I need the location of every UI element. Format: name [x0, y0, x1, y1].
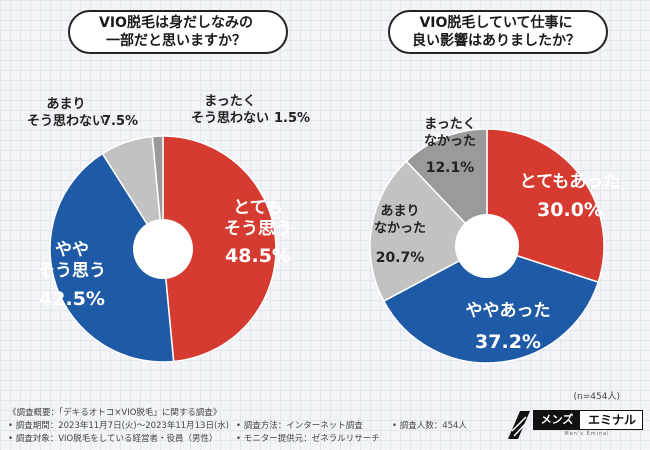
- pie-slice-2-4: [405, 128, 488, 248]
- slice-value-2-2: 37.2%: [475, 331, 541, 353]
- survey-footer: 《調査概要：「デキるオトコ×VIO脱毛」に関する調査》 • 調査期間：2023年…: [0, 404, 650, 450]
- sample-size-note: (n=454人): [573, 392, 620, 402]
- slice-value-2-1: 30.0%: [537, 199, 603, 221]
- slice-label-text: とてもあった: [520, 172, 621, 192]
- pie-slice-2-2: [382, 245, 600, 364]
- question-line: 一部だと思いますか？: [106, 32, 246, 49]
- slice-label-text: あまり: [380, 204, 419, 219]
- pie-slice-2-3: [369, 160, 489, 303]
- survey-period: • 調査期間：2023年11月7日(火)〜2023年11月13日(水): [8, 421, 230, 431]
- slice-value-2-3: 20.7%: [376, 250, 425, 266]
- survey-target: • 調査対象：VIO脱毛をしている経営者・役員（男性）: [8, 434, 218, 444]
- survey-method: • 調査方法：インターネット調査: [236, 421, 363, 431]
- brand-logo: メンズ エミナル Men's Eminal: [506, 406, 644, 444]
- pie-chart-1: とてもそう思う48.5%ややそう思う42.5%あまりそう思わない7.5%まったく…: [27, 94, 310, 363]
- survey-overview: 《調査概要：「デキるオトコ×VIO脱毛」に関する調査》: [8, 408, 222, 418]
- slice-value-2-4: 12.1%: [426, 160, 475, 176]
- slice-label-text: そう思わない: [27, 114, 105, 129]
- slice-label-text: まったく: [204, 94, 255, 109]
- slice-value-1-1: 48.5%: [225, 245, 291, 267]
- pie-chart-2: とてもあった30.0%ややあった37.2%あまりなかった20.7%まったくなかっ…: [369, 117, 621, 364]
- slice-label-text: まったく: [424, 117, 475, 132]
- logo-mark-icon: [508, 411, 530, 439]
- question-line: 良い影響はありましたか？: [412, 32, 580, 49]
- survey-count: • 調査人数：454人: [392, 421, 467, 431]
- logo-text-light: エミナル: [587, 413, 636, 427]
- donut-hole-2: [455, 214, 519, 278]
- slice-label-text: なかった: [374, 221, 426, 236]
- question-line: VIO脱毛していて仕事に: [419, 14, 572, 31]
- slice-label-2-2: ややあった 37.2%: [466, 301, 551, 353]
- slice-label-text: やや: [55, 240, 89, 260]
- slice-label-2-1: とてもあった 30.0%: [520, 172, 621, 221]
- slice-label-text: なかった: [424, 134, 476, 149]
- donut-hole-1: [133, 219, 193, 279]
- survey-provider: • モニター提供元：ゼネラルリサーチ: [236, 434, 380, 444]
- pie-slice-1-1: [162, 135, 277, 363]
- logo-subtitle: Men's Eminal: [564, 431, 610, 437]
- logo-wordmark: メンズ エミナル: [533, 410, 643, 430]
- question-bubble-2: [388, 10, 608, 54]
- question-line: VIO脱毛は身だしなみの: [99, 14, 253, 31]
- question-bubble-1: [68, 10, 288, 54]
- slice-value-1-2: 42.5%: [39, 288, 105, 310]
- slice-value-1-4: 1.5%: [274, 111, 310, 126]
- slice-label-text: あまり: [46, 97, 85, 112]
- slice-label-text: そう思う: [38, 261, 106, 281]
- slice-label-text: そう思う: [224, 219, 292, 239]
- slice-value-1-3: 7.5%: [102, 114, 138, 129]
- pie-slice-1-2: [49, 152, 175, 363]
- slice-label-text: ややあった: [466, 301, 551, 321]
- slice-label-text: とても: [233, 198, 283, 218]
- logo-text-dark: メンズ: [534, 411, 580, 429]
- slice-label-text: そう思わない: [191, 111, 269, 126]
